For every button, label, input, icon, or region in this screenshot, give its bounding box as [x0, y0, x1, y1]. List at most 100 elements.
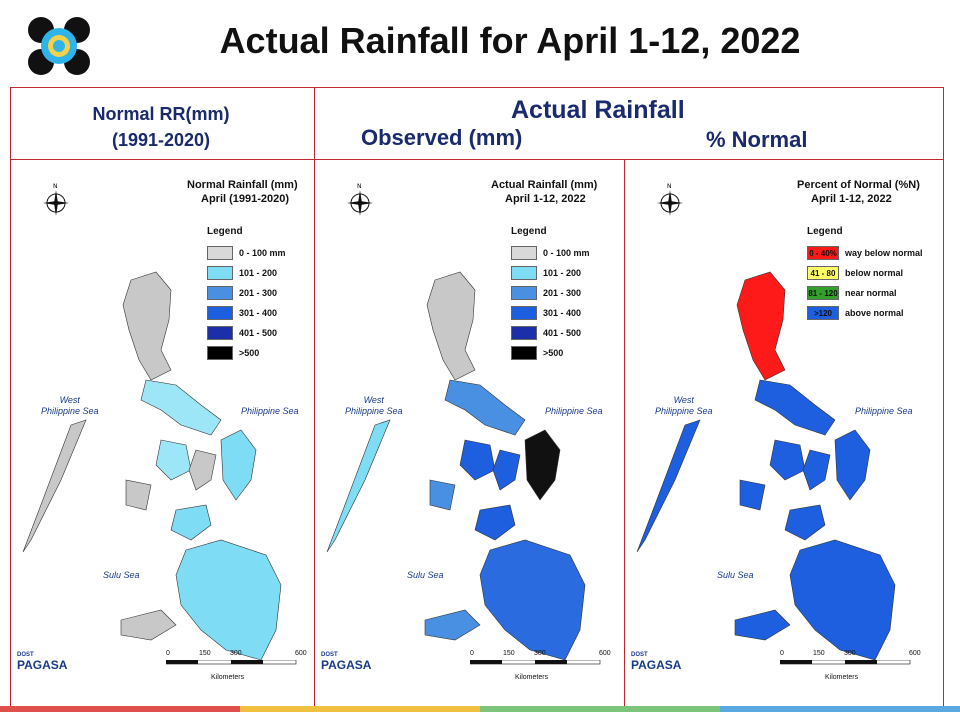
panel-title-line1: Normal Rainfall (mm) [187, 179, 298, 191]
scale-unit: Kilometers [515, 674, 549, 681]
normal-header-line2: (1991-2020) [111, 130, 211, 150]
dost-label: DOST [631, 652, 648, 658]
map-region [734, 609, 791, 641]
legend-label: >500 [239, 348, 260, 358]
legend-item: >120 above normal [807, 303, 923, 323]
sea-label-south: Sulu Sea [407, 570, 444, 580]
map-region [175, 539, 282, 661]
panel-title-line1: Actual Rainfall (mm) [491, 179, 598, 191]
legend-label: 401 - 500 [239, 328, 278, 338]
sea-label-east: Philippine Sea [855, 406, 913, 416]
scale-tick-label: 300 [844, 650, 856, 657]
legend-swatch [207, 346, 233, 360]
map-region [492, 449, 521, 491]
legend-title: Legend [207, 226, 243, 237]
legend-swatch: 81 - 120 [807, 286, 839, 300]
svg-text:N: N [53, 183, 58, 190]
bottom-bar-segment [480, 706, 720, 712]
legend-item: >500 [207, 343, 286, 363]
legend-item: 401 - 500 [511, 323, 590, 343]
legend-title: Legend [511, 226, 547, 237]
map-region [140, 379, 222, 436]
panel-title: Percent of Normal (%N) April 1-12, 2022 [797, 178, 920, 206]
panel-title-line2: April 1-12, 2022 [505, 193, 586, 205]
legend-item: >500 [511, 343, 590, 363]
divider [624, 159, 625, 708]
legend-label: 0 - 100 mm [543, 248, 590, 258]
pagasa-label: PAGASA [17, 658, 68, 672]
map-region [326, 419, 391, 553]
pagasa-brand: DOST PAGASA [321, 652, 371, 672]
legend-label: 0 - 100 mm [239, 248, 286, 258]
scale-tick-label: 150 [199, 650, 211, 657]
philippines-map [636, 271, 896, 661]
map-panel-percent: N Percent of Normal (%N) April 1-12, 202… [625, 160, 942, 690]
svg-text:N: N [357, 183, 362, 190]
panel-title: Normal Rainfall (mm) April (1991-2020) [187, 178, 298, 206]
legend-item: 81 - 120 near normal [807, 283, 923, 303]
legend-swatch [207, 266, 233, 280]
legend-label: 301 - 400 [543, 308, 582, 318]
legend-label: above normal [845, 308, 904, 318]
scale-bar: Kilometers [165, 659, 306, 681]
compass-rose-icon: N [39, 182, 73, 222]
legend-label: 201 - 300 [543, 288, 582, 298]
legend-swatch [207, 306, 233, 320]
dost-label: DOST [17, 652, 34, 658]
legend-item: 41 - 80 below normal [807, 263, 923, 283]
legend-label: 301 - 400 [239, 308, 278, 318]
legend-label: >500 [543, 348, 564, 358]
sea-label-east: Philippine Sea [545, 406, 603, 416]
map-legend: Legend 0 - 100 mm 101 - 200 201 - 300 30… [207, 226, 286, 363]
panel-title-line1: Percent of Normal (%N) [797, 179, 920, 191]
legend-item: 301 - 400 [511, 303, 590, 323]
pagasa-logo [24, 14, 94, 78]
legend-label: 201 - 300 [239, 288, 278, 298]
map-region [424, 609, 481, 641]
divider [11, 159, 943, 160]
map-region [459, 439, 496, 481]
legend-swatch [511, 286, 537, 300]
legend-swatch [511, 346, 537, 360]
map-region [754, 379, 836, 436]
sea-label-west: West Philippine Sea [41, 395, 99, 416]
percent-normal-header: % Normal [706, 127, 808, 152]
panel-title: Actual Rainfall (mm) April 1-12, 2022 [491, 178, 597, 206]
pagasa-label: PAGASA [631, 658, 682, 672]
legend-swatch [207, 326, 233, 340]
legend-item: 101 - 200 [511, 263, 590, 283]
legend-swatch [511, 326, 537, 340]
normal-header-line1: Normal RR(mm) [92, 104, 230, 124]
legend-label: 101 - 200 [239, 268, 278, 278]
legend-label: 401 - 500 [543, 328, 582, 338]
legend-item: 0 - 100 mm [511, 243, 590, 263]
map-region [188, 449, 217, 491]
scale-tick-label: 600 [599, 650, 611, 657]
map-region [784, 504, 826, 541]
legend-swatch [511, 246, 537, 260]
legend-item: 301 - 400 [207, 303, 286, 323]
scale-tick-label: 300 [230, 650, 242, 657]
compass-rose-icon: N [343, 182, 377, 222]
content-frame: Normal RR(mm) (1991-2020) Actual Rainfal… [10, 87, 944, 709]
scale-tick-label: 600 [909, 650, 921, 657]
scale-tick-label: 300 [534, 650, 546, 657]
pagasa-label: PAGASA [321, 658, 372, 672]
legend-swatch [207, 286, 233, 300]
scale-unit: Kilometers [825, 674, 859, 681]
sea-label-east: Philippine Sea [241, 406, 299, 416]
map-region [474, 504, 516, 541]
legend-item: 201 - 300 [511, 283, 590, 303]
dost-label: DOST [321, 652, 338, 658]
scale-tick-label: 0 [470, 650, 474, 657]
map-region [220, 429, 257, 501]
svg-text:N: N [667, 183, 672, 190]
scale-tick-label: 600 [295, 650, 307, 657]
map-panel-actual: N Actual Rainfall (mm) April 1-12, 2022 … [315, 160, 625, 690]
scale-tick-label: 0 [166, 650, 170, 657]
sea-label-west: West Philippine Sea [655, 395, 713, 416]
bottom-bar-segment [0, 706, 240, 712]
compass-rose-icon: N [653, 182, 687, 222]
map-region [170, 504, 212, 541]
map-region [155, 439, 192, 481]
